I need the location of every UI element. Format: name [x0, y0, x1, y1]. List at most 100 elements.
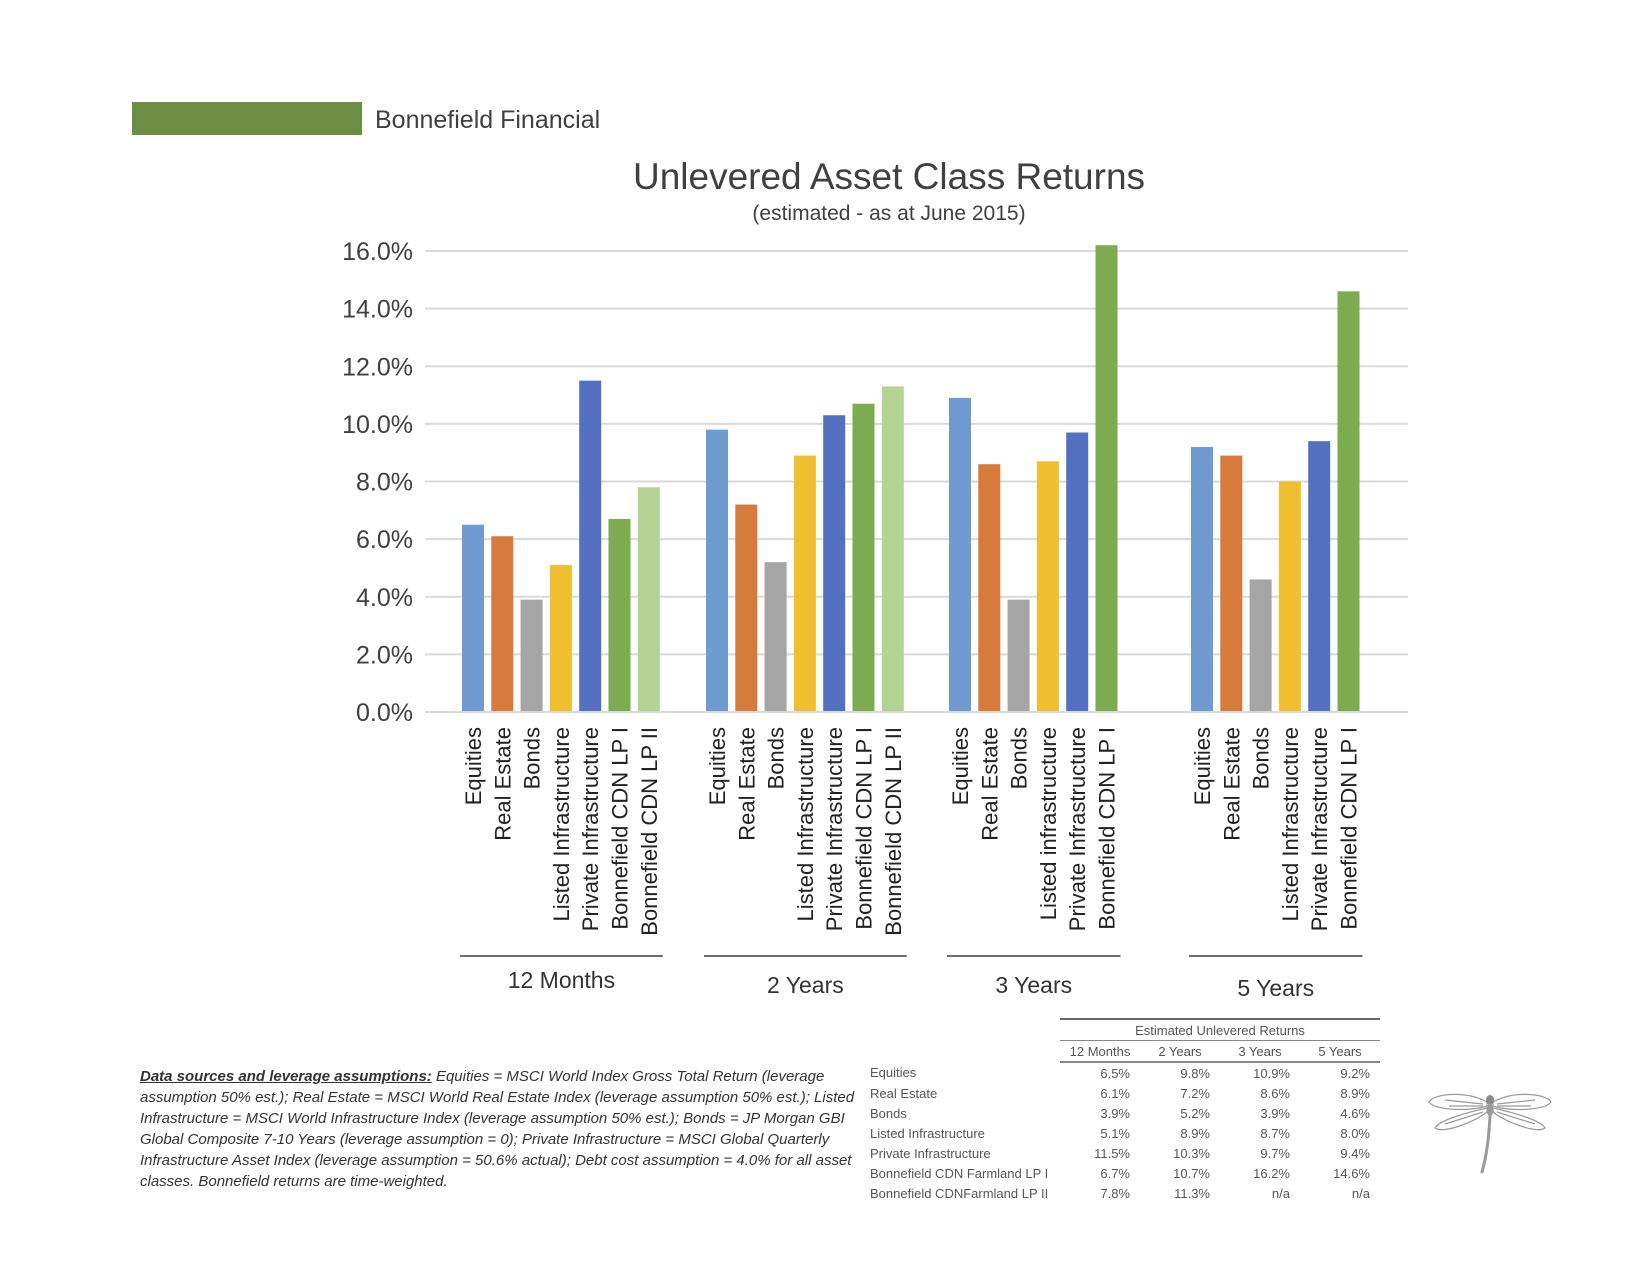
summary-cell: 9.7%	[1260, 1145, 1290, 1161]
note-lead: Data sources and leverage assumptions:	[140, 1068, 432, 1085]
x-tick-label: Private Infrastructure	[1307, 727, 1332, 931]
bar	[978, 464, 1001, 712]
summary-cell: 5.2%	[1180, 1105, 1210, 1121]
y-tick-label: 4.0%	[356, 584, 413, 612]
bar	[823, 415, 846, 712]
y-tick-label: 0.0%	[356, 699, 413, 727]
x-tick-label: Listed Infrastructure	[793, 727, 818, 921]
summary-cell: 10.7%	[1173, 1165, 1210, 1181]
bar	[1095, 245, 1118, 713]
summary-column-header: 5 Years	[1300, 1040, 1380, 1063]
y-tick-label: 14.0%	[342, 296, 413, 324]
summary-cell: 5.1%	[1100, 1125, 1130, 1141]
x-tick-label: Listed Infrastructure	[1278, 727, 1303, 921]
bar	[1249, 579, 1272, 712]
summary-cell: 10.3%	[1173, 1145, 1210, 1161]
bar	[1278, 481, 1301, 712]
summary-cell: 14.6%	[1333, 1165, 1370, 1181]
summary-row-label: Bonnefield CDNFarmland LP II	[870, 1185, 1049, 1201]
x-tick-label: Private Infrastructure	[822, 727, 847, 931]
group-label: 2 Years	[767, 972, 844, 998]
chart-title: Unlevered Asset Class Returns	[632, 156, 1146, 197]
bar	[1308, 441, 1331, 712]
summary-row: Real Estate 6.1% 7.2% 8.6% 8.9%	[870, 1083, 1380, 1103]
y-tick-label: 2.0%	[356, 641, 413, 669]
summary-cell: 16.2%	[1253, 1165, 1290, 1181]
summary-caption: Estimated Unlevered Returns	[1060, 1018, 1380, 1041]
summary-cell: n/a	[1351, 1185, 1370, 1201]
summary-row-label: Bonds	[870, 1105, 907, 1121]
x-tick-label: Bonnefield CDN LP II	[881, 727, 906, 936]
summary-row: Listed Infrastructure 5.1% 8.9% 8.7% 8.0%	[870, 1123, 1380, 1143]
brand-color-bar	[132, 102, 362, 135]
x-tick-label: Equities	[948, 727, 973, 805]
summary-row-label: Listed Infrastructure	[870, 1125, 985, 1141]
bar	[764, 562, 787, 712]
bar	[462, 524, 484, 712]
summary-cell: n/a	[1271, 1185, 1290, 1201]
bar	[881, 386, 904, 712]
summary-cell: 9.4%	[1340, 1145, 1370, 1161]
bar	[1337, 291, 1360, 712]
summary-cell: 4.6%	[1340, 1105, 1370, 1121]
bar	[793, 455, 816, 712]
x-tick-label: Bonds	[520, 727, 545, 789]
x-tick-label: Listed infrastructure	[1036, 727, 1061, 920]
summary-cell: 8.6%	[1260, 1085, 1290, 1101]
x-tick-label: Equities	[705, 727, 730, 805]
bar	[1007, 599, 1030, 712]
summary-column-header: 2 Years	[1140, 1040, 1220, 1063]
summary-cell: 7.8%	[1100, 1185, 1130, 1201]
summary-row: Private Infrastructure 11.5% 10.3% 9.7% 9.4%	[870, 1143, 1380, 1163]
x-tick-label: Bonds	[1007, 727, 1032, 789]
summary-row-label: Equities	[870, 1065, 917, 1080]
summary-cell: 8.9%	[1340, 1085, 1370, 1101]
bar	[1191, 446, 1213, 712]
summary-cell: 8.0%	[1340, 1125, 1370, 1141]
dragonfly-icon	[1428, 1093, 1552, 1174]
x-tick-label: Bonds	[764, 727, 789, 789]
group-label: 5 Years	[1237, 975, 1314, 1001]
summary-column-header: 12 Months	[1060, 1040, 1140, 1063]
summary-row-label: Private Infrastructure	[870, 1145, 991, 1161]
x-tick-label: Real Estate	[490, 727, 515, 841]
bar	[852, 403, 875, 712]
y-tick-label: 12.0%	[342, 353, 413, 381]
x-tick-label: Bonds	[1249, 727, 1274, 789]
data-sources-note: Data sources and leverage assumptions: E…	[140, 1066, 860, 1192]
y-tick-label: 8.0%	[356, 469, 413, 497]
summary-cell: 8.7%	[1260, 1125, 1290, 1141]
summary-cell: 6.7%	[1100, 1165, 1130, 1181]
summary-cell: 6.5%	[1100, 1065, 1130, 1081]
summary-cell: 10.9%	[1253, 1065, 1290, 1081]
group-label: 12 Months	[508, 967, 615, 993]
group-label: 3 Years	[995, 972, 1072, 998]
bar	[1220, 455, 1243, 712]
x-tick-label: Equities	[1190, 727, 1215, 805]
x-tick-label: Real Estate	[734, 727, 759, 841]
summary-row-label: Bonnefield CDN Farmland LP I	[870, 1165, 1049, 1181]
summary-cell: 9.8%	[1180, 1065, 1210, 1081]
brand-name: Bonnefield Financial	[375, 106, 601, 134]
x-tick-label: Real Estate	[1219, 727, 1244, 841]
x-tick-label: Equities	[461, 727, 486, 805]
bar	[579, 380, 602, 712]
bar	[491, 536, 514, 712]
y-tick-label: 16.0%	[342, 238, 413, 266]
bar	[520, 599, 543, 712]
bar-chart: 0.0% 2.0% 4.0% 6.0% 8.0% 10.0% 12.0% 14.0% 16.0%…	[342, 238, 1408, 1001]
x-tick-label: Real Estate	[977, 727, 1002, 841]
bar	[735, 504, 758, 712]
summary-cell: 3.9%	[1100, 1105, 1130, 1121]
summary-row: Bonnefield CDNFarmland LP II 7.8% 11.3% n/a…	[870, 1183, 1380, 1203]
y-tick-label: 10.0%	[342, 411, 413, 439]
x-tick-label: Bonnefield CDN LP I	[1337, 727, 1362, 930]
summary-row: Equities 6.5% 9.8% 10.9% 9.2%	[870, 1062, 1380, 1083]
note-text: Equities = MSCI World Index Gross Total …	[140, 1068, 855, 1190]
x-tick-label: Bonnefield CDN LP I	[608, 727, 633, 930]
bar	[949, 397, 971, 712]
bar	[637, 487, 660, 712]
summary-row-label: Real Estate	[870, 1085, 938, 1101]
x-tick-label: Bonnefield CDN LP II	[637, 727, 662, 936]
chart-subtitle: (estimated - as at June 2015)	[752, 202, 1026, 225]
